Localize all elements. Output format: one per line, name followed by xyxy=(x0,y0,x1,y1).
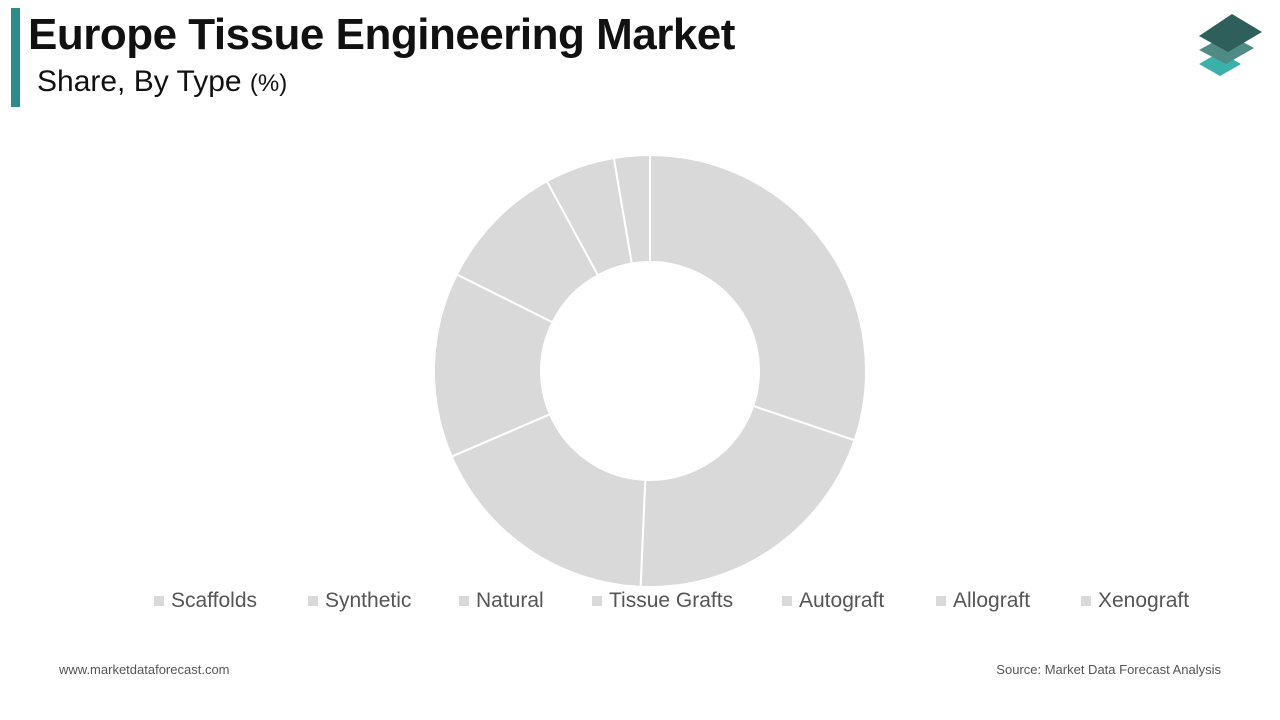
donut-slice-natural xyxy=(450,412,647,588)
chart-subtitle: Share, By Type (%) xyxy=(37,62,287,104)
legend-item-synthetic: Synthetic xyxy=(308,586,411,616)
legend-item-autograft: Autograft xyxy=(782,586,884,616)
legend-swatch xyxy=(308,596,318,606)
legend-item-natural: Natural xyxy=(459,586,544,616)
legend-label: Synthetic xyxy=(325,589,412,612)
subtitle-text: Share, By Type xyxy=(37,65,242,98)
donut-slice-xenograft xyxy=(612,153,651,265)
legend-swatch xyxy=(154,596,164,606)
legend-label: Allograft xyxy=(953,589,1031,612)
footer-website: www.marketdataforecast.com xyxy=(59,662,230,677)
legend-label: Tissue Grafts xyxy=(609,589,734,612)
title-accent-bar xyxy=(11,8,20,107)
logo-layer-top xyxy=(1199,14,1262,52)
legend-label: Scaffolds xyxy=(171,589,257,612)
legend-swatch xyxy=(592,596,602,606)
legend-label: Natural xyxy=(476,589,544,612)
legend-swatch xyxy=(782,596,792,606)
stacked-layers-logo-icon xyxy=(1199,14,1262,76)
legend-swatch xyxy=(936,596,946,606)
legend-item-allograft: Allograft xyxy=(936,586,1030,616)
chart-legend: Scaffolds Synthetic Natural Tissue Grafts Au… xyxy=(0,586,1280,616)
legend-item-tissue-grafts: Tissue Grafts xyxy=(592,586,733,616)
legend-swatch xyxy=(459,596,469,606)
donut-slice-tissue-grafts xyxy=(433,273,554,458)
footer-source: Source: Market Data Forecast Analysis xyxy=(996,662,1221,677)
legend-label: Autograft xyxy=(799,589,885,612)
legend-item-scaffolds: Scaffolds xyxy=(154,586,257,616)
legend-swatch xyxy=(1081,596,1091,606)
donut-slice-synthetic xyxy=(639,404,856,588)
chart-title: Europe Tissue Engineering Market xyxy=(28,10,735,59)
subtitle-unit: (%) xyxy=(249,70,288,97)
legend-label: Xenograft xyxy=(1098,589,1190,612)
donut-slice-scaffolds xyxy=(649,153,867,442)
legend-item-xenograft: Xenograft xyxy=(1081,586,1189,616)
